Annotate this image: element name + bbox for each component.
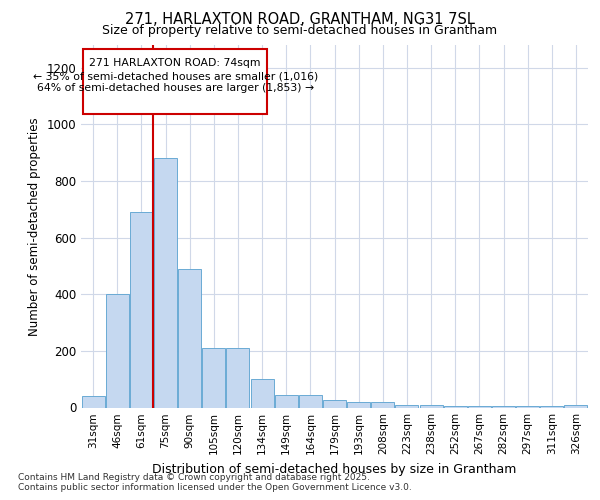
Bar <box>82 396 104 407</box>
Text: 271, HARLAXTON ROAD, GRANTHAM, NG31 7SL: 271, HARLAXTON ROAD, GRANTHAM, NG31 7SL <box>125 12 475 28</box>
Bar <box>541 406 563 407</box>
Bar <box>226 348 250 408</box>
Bar <box>419 404 443 407</box>
Bar <box>492 406 515 407</box>
Y-axis label: Number of semi-detached properties: Number of semi-detached properties <box>28 117 41 336</box>
X-axis label: Distribution of semi-detached houses by size in Grantham: Distribution of semi-detached houses by … <box>152 463 517 476</box>
Bar <box>371 402 394 407</box>
FancyBboxPatch shape <box>83 49 267 114</box>
Bar <box>395 404 418 407</box>
Text: Contains HM Land Registry data © Crown copyright and database right 2025.
Contai: Contains HM Land Registry data © Crown c… <box>18 473 412 492</box>
Bar <box>178 268 201 407</box>
Text: 271 HARLAXTON ROAD: 74sqm: 271 HARLAXTON ROAD: 74sqm <box>89 58 261 68</box>
Bar <box>565 405 587 407</box>
Bar <box>275 395 298 407</box>
Bar <box>347 402 370 407</box>
Bar <box>130 212 153 408</box>
Bar <box>251 379 274 408</box>
Bar <box>154 158 177 408</box>
Text: 64% of semi-detached houses are larger (1,853) →: 64% of semi-detached houses are larger (… <box>37 83 314 93</box>
Bar <box>516 406 539 407</box>
Bar <box>444 406 467 407</box>
Text: Size of property relative to semi-detached houses in Grantham: Size of property relative to semi-detach… <box>103 24 497 37</box>
Text: ← 35% of semi-detached houses are smaller (1,016): ← 35% of semi-detached houses are smalle… <box>32 72 318 82</box>
Bar <box>299 395 322 407</box>
Bar <box>106 294 128 408</box>
Bar <box>323 400 346 407</box>
Bar <box>202 348 225 408</box>
Bar <box>468 406 491 407</box>
